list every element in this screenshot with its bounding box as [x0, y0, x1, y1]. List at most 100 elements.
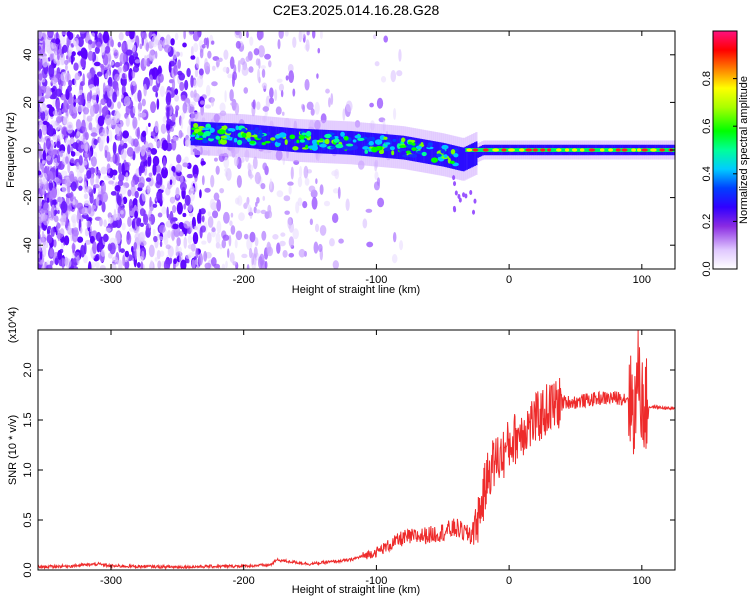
noise-cell	[457, 193, 461, 199]
noise-cell	[188, 251, 196, 258]
noise-cell	[473, 198, 477, 204]
noise-cell	[69, 173, 75, 183]
noise-cell	[38, 73, 43, 81]
signal-core	[466, 145, 468, 170]
noise-cell	[119, 210, 124, 215]
noise-cell	[342, 108, 346, 121]
noise-cell	[174, 32, 179, 41]
noise-cell	[334, 168, 340, 180]
noise-cell	[40, 110, 46, 121]
noise-cell	[85, 186, 93, 193]
noise-cell	[278, 31, 284, 39]
signal-core	[469, 144, 472, 169]
noise-cell	[399, 240, 404, 251]
noise-cell	[298, 248, 306, 258]
noise-cell	[62, 115, 69, 126]
noise-cell	[68, 221, 71, 234]
noise-cell	[84, 239, 92, 245]
noise-cell	[204, 262, 212, 269]
noise-cell	[143, 213, 149, 226]
noise-cell	[199, 100, 205, 105]
noise-cell	[68, 79, 73, 87]
snr-y-tick-label: 0.0	[22, 562, 34, 577]
noise-cell	[309, 218, 314, 226]
snr-x-tick-label: -100	[365, 575, 387, 587]
noise-cell	[257, 68, 261, 82]
noise-cell	[72, 142, 79, 150]
noise-cell	[229, 252, 235, 263]
noise-cell	[186, 258, 190, 264]
stable-signal-peak	[615, 148, 621, 152]
noise-cell	[469, 189, 473, 195]
snr-y-tick-label: 2.0	[22, 362, 34, 377]
noise-cell	[288, 252, 295, 258]
signal-blob	[299, 139, 305, 143]
noise-cell	[288, 236, 295, 248]
signal-core	[404, 135, 406, 160]
noise-cell	[132, 80, 136, 87]
signal-blob	[204, 130, 211, 137]
noise-cell	[199, 48, 204, 59]
noise-cell	[306, 101, 314, 111]
noise-cell	[115, 232, 120, 239]
signal-core	[190, 121, 193, 146]
noise-cell	[41, 78, 46, 83]
signal-core	[454, 145, 457, 170]
noise-cell	[48, 209, 52, 218]
noise-cell	[210, 40, 215, 45]
stable-signal-peak	[588, 148, 596, 152]
signal-core	[267, 125, 269, 150]
noise-cell	[125, 31, 130, 37]
noise-cell	[45, 241, 49, 249]
noise-cell	[65, 55, 69, 60]
signal-blob	[411, 147, 417, 151]
noise-cell	[201, 240, 207, 245]
noise-cell	[93, 61, 101, 67]
noise-cell	[38, 58, 43, 71]
noise-cell	[103, 219, 107, 228]
noise-cell	[297, 197, 303, 207]
stable-signal-peak	[547, 148, 552, 152]
noise-cell	[275, 106, 282, 115]
signal-blob	[416, 150, 423, 154]
noise-cell	[262, 195, 266, 202]
noise-cell	[203, 250, 208, 262]
spectrogram-x-axis-label: Height of straight line (km)	[292, 284, 420, 296]
noise-cell	[292, 228, 299, 240]
signal-blob	[440, 148, 446, 154]
noise-cell	[252, 156, 258, 170]
signal-core	[230, 123, 233, 148]
noise-cell	[141, 32, 148, 40]
noise-cell	[261, 68, 266, 78]
noise-cell	[64, 64, 68, 71]
signal-blob	[415, 145, 422, 150]
noise-cell	[190, 90, 194, 98]
noise-cell	[219, 187, 225, 194]
noise-cell	[81, 160, 88, 166]
noise-cell	[287, 217, 292, 230]
noise-cell	[125, 104, 131, 116]
noise-cell	[111, 169, 118, 176]
noise-cell	[237, 59, 241, 73]
noise-cell	[117, 101, 122, 109]
noise-cell	[137, 108, 141, 121]
noise-cell	[183, 236, 188, 249]
noise-cell	[174, 88, 179, 95]
noise-cell	[178, 246, 182, 254]
noise-cell	[85, 220, 91, 228]
signal-blob	[450, 149, 456, 155]
noise-cell	[159, 85, 165, 98]
noise-cell	[61, 31, 67, 36]
noise-cell	[77, 236, 84, 243]
noise-cell	[154, 50, 158, 59]
noise-cell	[87, 204, 92, 215]
noise-cell	[212, 210, 219, 219]
signal-blob	[212, 140, 218, 143]
noise-cell	[148, 122, 151, 127]
signal-blob	[335, 143, 344, 149]
snr-y-tick-label: 1.5	[22, 412, 34, 427]
noise-cell	[57, 79, 61, 86]
signal-core	[211, 122, 214, 147]
noise-cell	[77, 94, 84, 106]
noise-cell	[79, 31, 87, 34]
